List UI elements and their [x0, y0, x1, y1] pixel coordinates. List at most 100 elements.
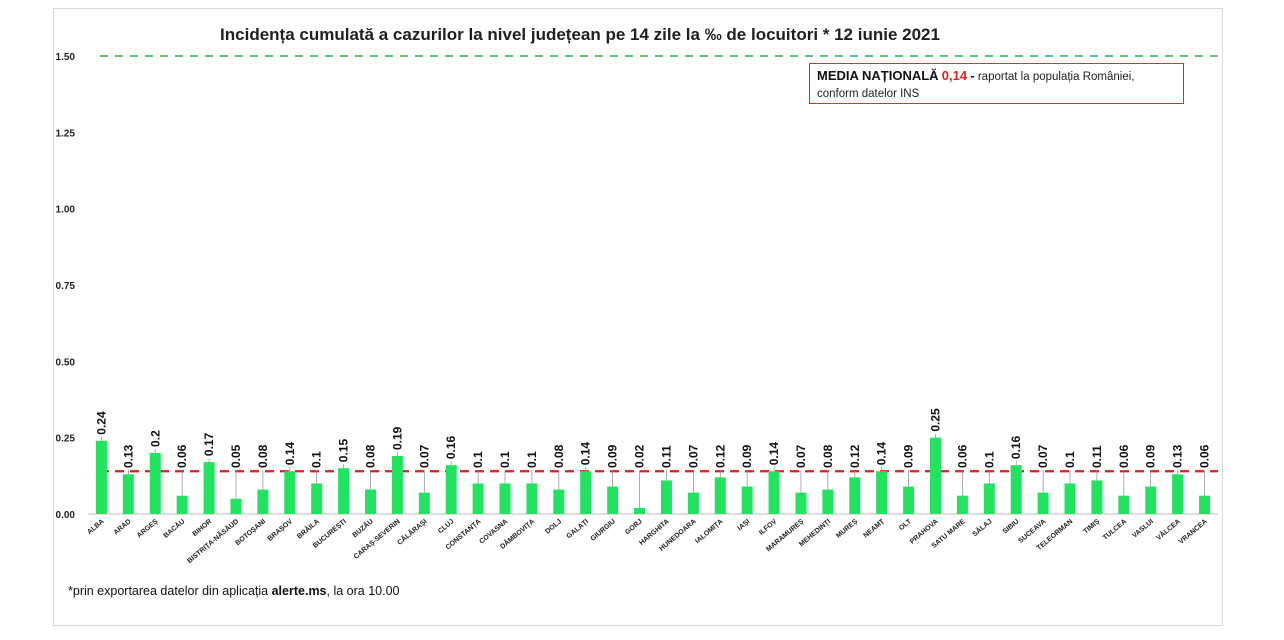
x-tick-label: GALAȚI	[566, 518, 590, 540]
data-label: 0.16	[1009, 435, 1023, 459]
bar	[230, 498, 242, 514]
bar	[930, 437, 941, 514]
data-label: 0.15	[337, 439, 351, 463]
data-label: 0.09	[740, 444, 754, 468]
bar	[822, 489, 834, 514]
chart-title: Incidența cumulată a cazurilor la nivel …	[220, 25, 940, 44]
reference-lines	[100, 55, 1218, 473]
national-average-annotation: MEDIA NAȚIONALĂ 0,14 - raportat la popul…	[809, 63, 1184, 104]
data-label: 0.1	[498, 451, 512, 468]
data-label: 0.09	[606, 444, 620, 468]
data-label: 0.16	[444, 435, 458, 459]
x-tick-label: BIHOR	[192, 518, 214, 538]
data-label: 0.07	[794, 444, 808, 468]
bars	[95, 437, 1211, 514]
x-tick-label: BUZĂU	[350, 517, 375, 540]
chart-frame	[53, 8, 1223, 626]
bar	[1172, 474, 1184, 514]
annotation-text-line2: conform datelor INS	[817, 88, 920, 100]
x-tick-label: NEAMȚ	[862, 518, 886, 540]
bar	[983, 483, 995, 514]
footnote: *prin exportarea datelor din aplicația a…	[68, 584, 399, 598]
bar	[849, 477, 861, 514]
bar	[526, 483, 538, 514]
data-label: 0.1	[471, 451, 485, 468]
bar	[338, 468, 350, 514]
x-tick-label: IAȘI	[737, 518, 752, 532]
bar	[876, 471, 888, 514]
data-label: 0.07	[417, 444, 431, 468]
annotation-value: 0,14	[941, 68, 968, 83]
footnote-prefix: *prin exportarea datelor din aplicația	[68, 584, 272, 598]
bar	[714, 477, 726, 514]
bar	[741, 486, 753, 514]
x-tick-label: MUREȘ	[835, 518, 859, 540]
x-tick-label: GORJ	[624, 518, 644, 536]
bar	[956, 495, 968, 514]
data-label: 0.12	[713, 444, 727, 468]
annotation-text-line1: raportat la populația României,	[977, 71, 1135, 83]
x-tick-label: VRANCEA	[1178, 518, 1209, 546]
bar	[257, 489, 269, 514]
x-tick-label: CĂLĂRAȘI	[395, 517, 429, 547]
y-tick-label: 1.50	[56, 52, 76, 63]
x-tick-label: ARAD	[113, 518, 133, 536]
bar	[1145, 486, 1157, 514]
y-tick-label: 0.25	[56, 434, 76, 445]
bar	[1091, 480, 1103, 514]
footnote-suffix: , la ora 10.00	[326, 584, 400, 598]
x-axis: ALBA ARAD ARGEȘ BACĂU BIHORBISTRIȚA-NĂSĂUDBO…	[86, 517, 1208, 565]
data-label: 0.06	[1198, 444, 1212, 468]
x-tick-label: BACĂU	[161, 517, 186, 540]
data-label: 0.06	[175, 444, 189, 468]
data-label: 0.09	[902, 444, 916, 468]
x-tick-label: ARGEȘ	[136, 518, 160, 540]
bar	[499, 483, 511, 514]
bar	[660, 480, 672, 514]
bar	[768, 471, 780, 514]
annotation-label: MEDIA NAȚIONALĂ	[817, 68, 939, 83]
bar	[391, 455, 403, 514]
data-label: 0.06	[955, 444, 969, 468]
data-label: 0.08	[821, 444, 835, 468]
data-label: 0.1	[1063, 451, 1077, 468]
bar	[687, 492, 699, 514]
bar	[1064, 483, 1076, 514]
x-tick-label: SIBIU	[1002, 518, 1021, 535]
x-tick-label: DOLJ	[544, 518, 563, 535]
data-label: 0.1	[525, 451, 539, 468]
x-tick-label: VASLUI	[1131, 518, 1155, 540]
data-label: 0.07	[686, 444, 700, 468]
bar	[1010, 465, 1022, 514]
data-label: 0.02	[633, 444, 647, 468]
data-label: 0.14	[579, 442, 593, 466]
data-label: 0.1	[982, 451, 996, 468]
data-label: 0.14	[875, 442, 889, 466]
data-label: 0.17	[202, 432, 216, 456]
bar	[95, 440, 107, 514]
x-tick-label: ALBA	[86, 518, 105, 536]
bar	[1118, 495, 1130, 514]
x-tick-label: BRĂILA	[295, 517, 321, 541]
x-tick-label: CARAȘ-SEVERIN	[353, 518, 402, 561]
x-tick-label: SĂLAJ	[970, 517, 993, 539]
bar	[553, 489, 565, 514]
bar	[365, 489, 376, 514]
annotation-dash: -	[970, 68, 975, 83]
data-label: 0.2	[148, 430, 162, 447]
bar	[418, 492, 430, 514]
data-label: 0.11	[659, 445, 673, 468]
y-tick-label: 1.00	[56, 205, 76, 216]
data-label: 0.11	[1090, 445, 1104, 468]
data-label: 0.06	[1117, 444, 1131, 468]
y-axis: 0.00 0.25 0.50 0.75 1.00 1.25 1.50	[56, 52, 1218, 521]
y-tick-label: 0.00	[56, 510, 76, 521]
bar	[122, 474, 134, 514]
x-tick-label: ILFOV	[758, 518, 779, 537]
bar	[580, 471, 592, 514]
bar	[203, 462, 215, 514]
data-label: 0.14	[283, 442, 297, 466]
data-label: 0.07	[1036, 444, 1050, 468]
data-label: 0.24	[94, 411, 108, 435]
